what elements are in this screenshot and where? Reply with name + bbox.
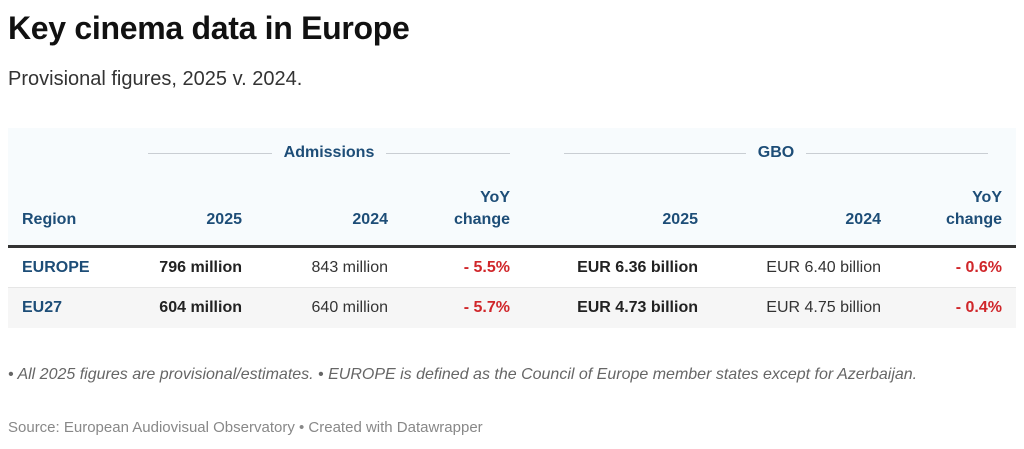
chart-title: Key cinema data in Europe [8,10,410,46]
column-header-admissions-2024[interactable]: 2024 [352,211,388,228]
admissions-yoy-cell: - 5.7% [463,299,510,316]
gbo-2025-cell: EUR 4.73 billion [577,299,698,316]
admissions-2025-cell: 604 million [159,299,242,316]
group-label: Admissions [283,144,375,161]
source-credit: Source: European Audiovisual Observatory… [8,419,483,436]
header-line: change [945,211,1002,228]
table-header: Admissions GBO Region 2025 2024 YoY chan… [8,128,1016,248]
admissions-2024-cell: 843 million [311,259,388,276]
header-line: YoY [972,189,1002,206]
gbo-yoy-cell: - 0.6% [955,259,1002,276]
divider [148,152,272,154]
column-header-admissions-2025[interactable]: 2025 [206,211,242,228]
gbo-yoy-cell: - 0.4% [955,299,1002,316]
table-row: EUROPE 796 million 843 million - 5.5% EU… [8,248,1016,288]
column-header-region[interactable]: Region [22,211,77,228]
divider [386,152,510,154]
header-line: YoY [480,189,510,206]
admissions-2025-cell: 796 million [159,259,242,276]
footnotes: • All 2025 figures are provisional/estim… [8,366,918,383]
group-header-admissions: Admissions [148,142,510,164]
admissions-yoy-cell: - 5.5% [463,259,510,276]
admissions-2024-cell: 640 million [311,299,388,316]
column-header-admissions-yoy[interactable]: YoY change [454,187,510,231]
column-header-gbo-yoy[interactable]: YoY change [946,187,1002,231]
column-header-gbo-2024[interactable]: 2024 [845,211,881,228]
gbo-2025-cell: EUR 6.36 billion [577,259,698,276]
data-table: Admissions GBO Region 2025 2024 YoY chan… [8,128,1016,328]
region-cell: EU27 [22,299,63,316]
chart-subtitle: Provisional figures, 2025 v. 2024. [8,68,303,90]
column-header-gbo-2025[interactable]: 2025 [662,211,698,228]
group-header-gbo: GBO [564,142,989,164]
header-line: change [453,211,510,228]
table-row: EU27 604 million 640 million - 5.7% EUR … [8,288,1016,328]
region-cell: EUROPE [22,259,90,276]
divider [564,152,746,154]
gbo-2024-cell: EUR 6.40 billion [766,259,881,276]
gbo-2024-cell: EUR 4.75 billion [766,299,881,316]
group-label: GBO [757,144,795,161]
divider [806,152,989,154]
